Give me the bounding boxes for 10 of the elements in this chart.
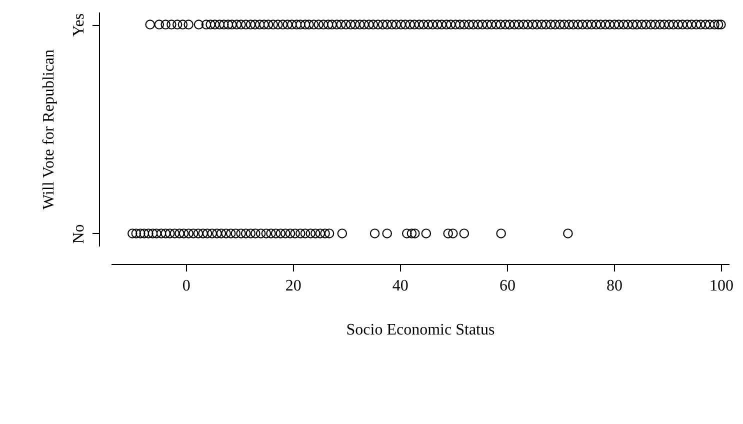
x-tick-label: 60 (499, 278, 516, 294)
y-tick-label: Yes (70, 13, 88, 37)
x-tick-label: 100 (709, 278, 734, 294)
y-tick-label: No (70, 224, 88, 244)
x-tick-label: 80 (606, 278, 622, 294)
y-axis-title: Will Vote for Republican (40, 49, 58, 210)
x-axis-title: Socio Economic Status (346, 322, 495, 338)
x-tick-label: 40 (392, 278, 408, 294)
x-tick-label: 0 (182, 278, 190, 294)
x-tick-label: 20 (285, 278, 302, 294)
